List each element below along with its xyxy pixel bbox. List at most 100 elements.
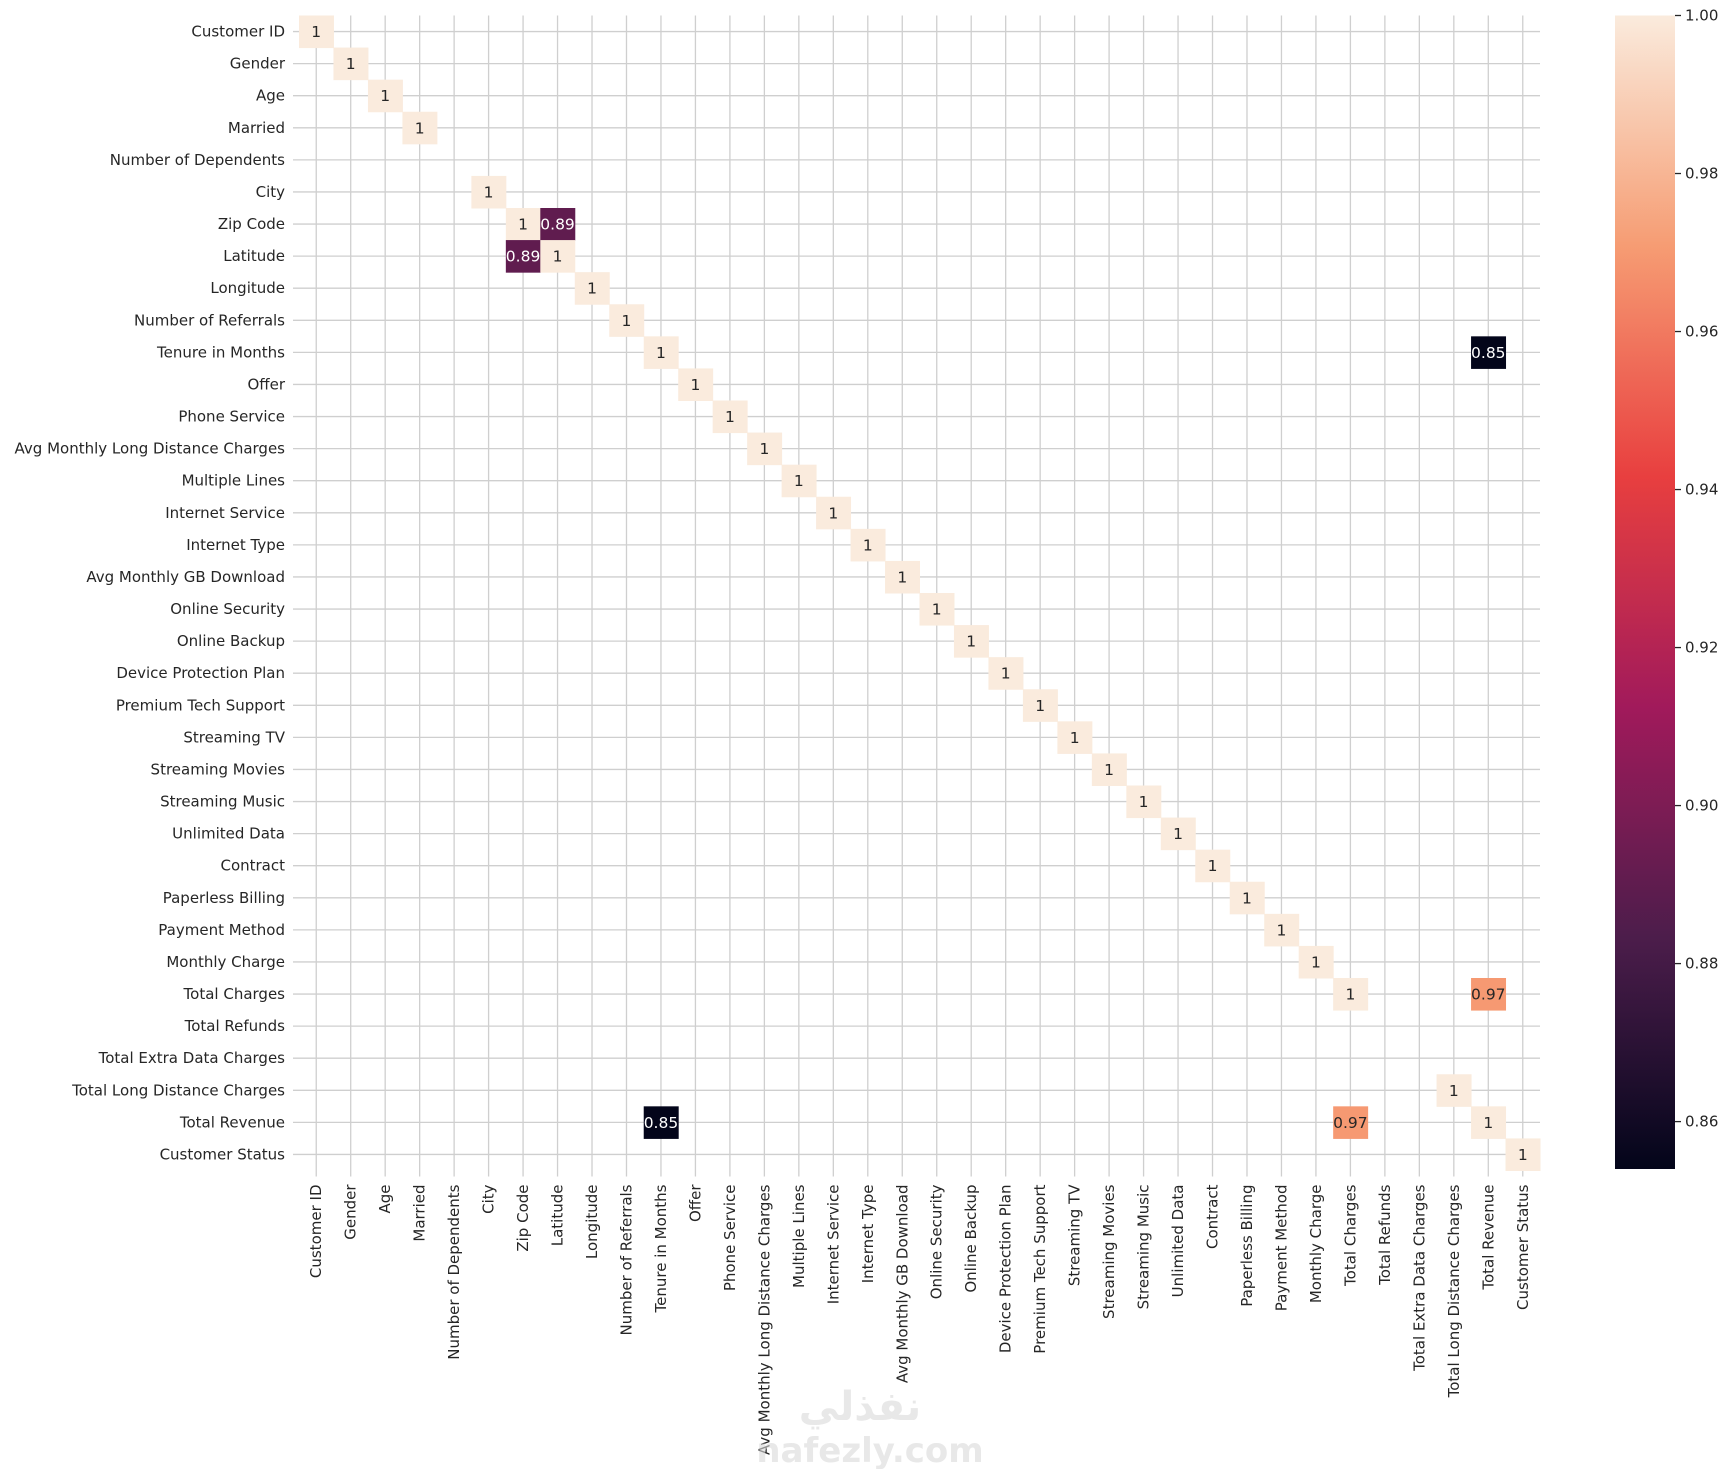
colorbar-tick-label: 0.96 bbox=[1685, 323, 1718, 341]
y-tick-label: Payment Method bbox=[158, 921, 285, 939]
cell-annotation: 1 bbox=[380, 87, 390, 105]
cell-annotation: 1 bbox=[1104, 761, 1114, 779]
heatmap-cell bbox=[1022, 689, 1058, 722]
colorbar-tick-label: 0.88 bbox=[1685, 955, 1718, 973]
heatmap-cell bbox=[609, 304, 645, 337]
x-tick-label: Offer bbox=[686, 1184, 704, 1222]
heatmap-cell bbox=[1264, 913, 1300, 947]
cell-annotation: 0.89 bbox=[540, 216, 575, 234]
y-tick-label: Offer bbox=[247, 375, 285, 393]
colorbar-tick-label: 0.94 bbox=[1685, 481, 1718, 499]
x-tick-label: Avg Monthly Long Distance Charges bbox=[755, 1184, 773, 1455]
cell-annotation: 1 bbox=[966, 633, 976, 651]
colorbar-tick-label: 0.98 bbox=[1685, 165, 1718, 183]
cell-annotation: 1 bbox=[415, 119, 425, 137]
heatmap-cell bbox=[1057, 721, 1093, 754]
x-tick-label: Streaming TV bbox=[1066, 1184, 1084, 1286]
x-tick-label: Streaming Movies bbox=[1100, 1184, 1118, 1319]
cell-annotation: 1 bbox=[828, 504, 838, 522]
y-tick-label: Streaming Music bbox=[160, 793, 285, 811]
x-tick-label: Total Refunds bbox=[1376, 1184, 1394, 1286]
x-tick-label: Total Long Distance Charges bbox=[1445, 1184, 1463, 1398]
heatmap-cell bbox=[540, 208, 576, 241]
watermark-arabic: نفذلي bbox=[799, 1384, 921, 1430]
colorbar-tick-label: 1.00 bbox=[1685, 7, 1718, 25]
x-tick-label: Online Security bbox=[928, 1184, 946, 1299]
cell-annotation: 1 bbox=[1208, 857, 1218, 875]
x-tick-label: Device Protection Plan bbox=[997, 1185, 1015, 1354]
x-tick-label: Multiple Lines bbox=[790, 1184, 808, 1288]
heatmap-cell bbox=[816, 496, 852, 530]
cell-annotation: 1 bbox=[622, 312, 632, 330]
y-tick-labels: Customer ID Gender Age Married Number of Dep… bbox=[15, 23, 286, 1164]
y-tick-label: Tenure in Months bbox=[156, 343, 285, 361]
cell-annotation: 1 bbox=[1070, 729, 1080, 747]
y-tick-label: Total Refunds bbox=[184, 1017, 286, 1035]
cell-annotation: 0.89 bbox=[506, 248, 541, 266]
x-tick-label: Avg Monthly GB Download bbox=[893, 1185, 911, 1384]
x-tick-label: Unlimited Data bbox=[1169, 1185, 1187, 1298]
y-tick-label: Total Charges bbox=[183, 985, 286, 1003]
heatmap-cell bbox=[919, 593, 955, 626]
heatmap-cell bbox=[367, 79, 403, 113]
y-tick-label: Zip Code bbox=[218, 215, 285, 233]
x-tick-label: Total Extra Data Charges bbox=[1410, 1184, 1428, 1372]
y-tick-label: Paperless Billing bbox=[163, 889, 285, 907]
heatmap-cell bbox=[1436, 1074, 1472, 1107]
y-tick-label: City bbox=[256, 183, 286, 201]
heatmap-cell bbox=[712, 400, 748, 434]
cell-annotation: 1 bbox=[725, 408, 735, 426]
x-tick-label: Zip Code bbox=[514, 1185, 532, 1252]
y-tick-label: Married bbox=[228, 119, 285, 137]
y-tick-label: Online Backup bbox=[177, 632, 285, 650]
cell-annotation: 1 bbox=[759, 440, 769, 458]
x-tick-label: Premium Tech Support bbox=[1031, 1184, 1049, 1353]
cell-annotation: 0.85 bbox=[1471, 344, 1506, 362]
x-tick-label: Age bbox=[376, 1185, 394, 1214]
heatmap-cell bbox=[333, 47, 369, 81]
y-tick-label: Total Long Distance Charges bbox=[71, 1081, 285, 1099]
cell-annotation: 0.97 bbox=[1333, 1114, 1368, 1132]
heatmap-cell bbox=[1471, 336, 1507, 369]
x-tick-label: Internet Type bbox=[859, 1185, 877, 1284]
heatmap-cell bbox=[781, 464, 817, 498]
heatmap-cell bbox=[1471, 1106, 1507, 1139]
y-tick-label: Avg Monthly GB Download bbox=[86, 568, 285, 586]
heatmap-cell bbox=[1505, 1138, 1541, 1171]
y-tick-label: Streaming TV bbox=[183, 728, 285, 746]
x-tick-label: Streaming Music bbox=[1135, 1185, 1153, 1310]
heatmap-cell bbox=[678, 368, 714, 401]
cell-annotation: 1 bbox=[1242, 889, 1252, 907]
y-tick-label: Avg Monthly Long Distance Charges bbox=[15, 440, 286, 458]
y-tick-label: Longitude bbox=[210, 279, 285, 297]
heatmap-cell bbox=[574, 272, 610, 305]
cell-annotation: 1 bbox=[518, 216, 528, 234]
heatmap-cell bbox=[1160, 817, 1196, 851]
x-tick-labels: Customer ID Gender Age Married Number of Dep… bbox=[307, 1184, 1532, 1455]
heatmap-cell bbox=[1333, 1106, 1369, 1139]
cell-annotation: 1 bbox=[1483, 1114, 1493, 1132]
heatmap-cell bbox=[1195, 849, 1231, 883]
cell-annotation: 1 bbox=[553, 248, 563, 266]
heatmap-cell bbox=[643, 336, 679, 369]
x-tick-label: Online Backup bbox=[962, 1185, 980, 1293]
watermark: نفذلي nafezly.com bbox=[756, 1384, 983, 1469]
x-tick-label: Gender bbox=[342, 1184, 360, 1240]
y-tick-label: Total Revenue bbox=[179, 1113, 285, 1131]
cell-annotation: 1 bbox=[346, 55, 356, 73]
cell-annotation: 1 bbox=[1173, 825, 1183, 843]
y-tick-label: Number of Dependents bbox=[110, 151, 285, 169]
colorbar-tick-label: 0.86 bbox=[1685, 1113, 1718, 1131]
y-tick-label: Unlimited Data bbox=[172, 825, 285, 843]
x-tick-label: City bbox=[480, 1184, 498, 1214]
colorbar-tick-label: 0.90 bbox=[1685, 797, 1718, 815]
x-tick-label: Contract bbox=[1204, 1184, 1222, 1249]
y-tick-label: Device Protection Plan bbox=[116, 664, 285, 682]
cell-annotation: 1 bbox=[1311, 953, 1321, 971]
heatmap-cell bbox=[1091, 753, 1127, 786]
x-tick-label: Tenure in Months bbox=[652, 1184, 670, 1313]
cell-annotation: 1 bbox=[690, 376, 700, 394]
y-tick-label: Contract bbox=[220, 857, 285, 875]
x-tick-label: Payment Method bbox=[1272, 1185, 1290, 1312]
